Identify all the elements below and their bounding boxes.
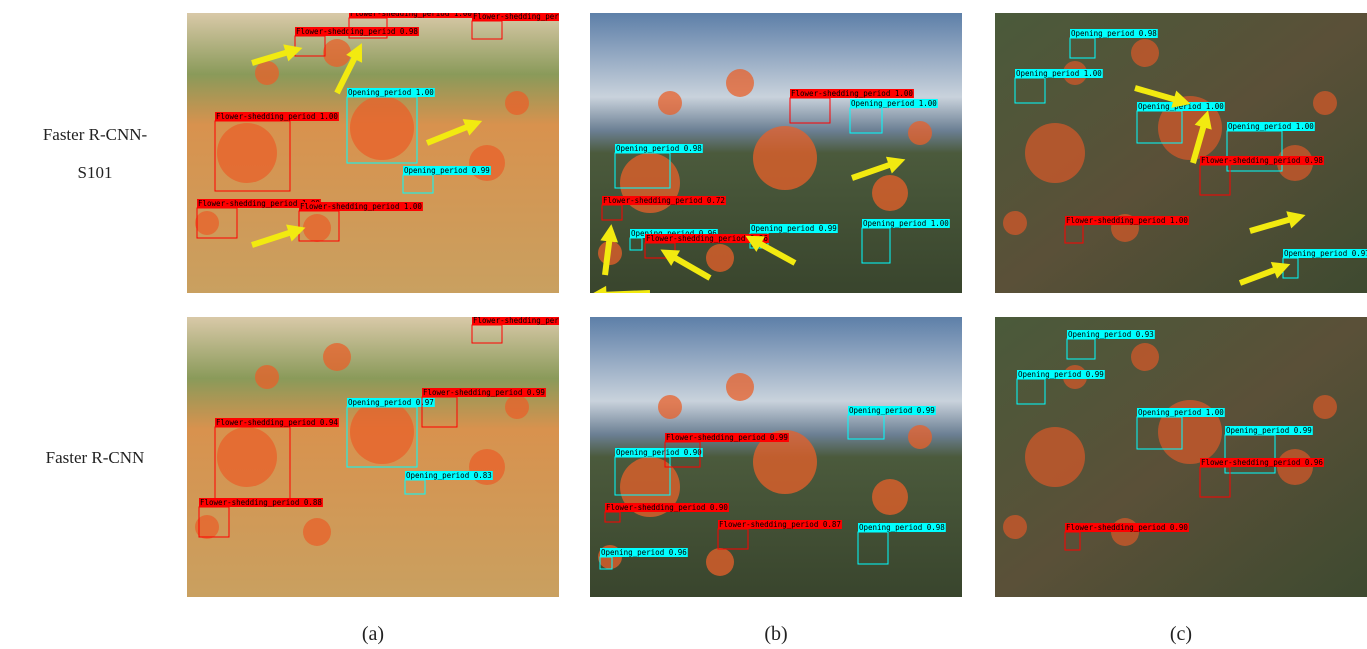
flower <box>706 548 734 576</box>
flower <box>1003 211 1027 235</box>
detection-label: Opening_period 1.00 <box>1228 122 1314 131</box>
flower <box>726 69 754 97</box>
flower <box>350 400 414 464</box>
flower <box>908 425 932 449</box>
flower <box>908 121 932 145</box>
photo-panel: Opening_period 0.98 Flower-shedding_perio… <box>589 13 962 304</box>
detection-label: Flower-shedding_period 1.00 <box>216 112 338 121</box>
detection-label: Flower-shedding_period 1.00 <box>300 202 422 211</box>
detection-label: Opening_period 0.83 <box>406 471 492 480</box>
flower <box>726 373 754 401</box>
flower <box>1131 39 1159 67</box>
detection-label: Opening_period 0.90 <box>616 448 702 457</box>
detection-label: Opening_period 0.96 <box>601 548 687 557</box>
detection-label: Flower-shedding_period 0.98 <box>296 27 418 36</box>
detection-label: Opening_period 0.99 <box>1018 370 1104 379</box>
photo-panel: Flower-shedding_period 0.94 Opening_perio… <box>187 316 573 597</box>
photo-panel: Opening_period 0.90 Flower-shedding_perio… <box>590 317 962 597</box>
arrow <box>600 293 650 295</box>
detection-label: Opening_period 0.97 <box>348 398 434 407</box>
detection-label: Opening_period 0.99 <box>849 406 935 415</box>
flower <box>1313 91 1337 115</box>
row-label: S101 <box>78 163 113 182</box>
flower <box>195 211 219 235</box>
photo: Opening_period 0.98 Opening_period 1.00 Op… <box>995 13 1367 293</box>
detection-label: Flower-shedding_period 0.90 <box>606 503 728 512</box>
detection-label: Flower-shedding_period 0.72 <box>603 196 725 205</box>
detection-label: Opening_period 0.98 <box>1071 29 1157 38</box>
flower <box>872 175 908 211</box>
flower <box>505 91 529 115</box>
detection-label: Opening_period 0.93 <box>1068 330 1154 339</box>
flower <box>706 244 734 272</box>
detection-label: Flower-shedding_period 0.99 <box>423 388 545 397</box>
photo-panel: Opening_period 0.98 Opening_period 1.00 Op… <box>995 13 1367 293</box>
detection-label: Flower-shedding_period 0.87 <box>719 520 841 529</box>
flower <box>303 214 331 242</box>
flower <box>1025 427 1085 487</box>
flower <box>505 395 529 419</box>
detection-label: Flower-shedding_period 0.90 <box>1066 523 1188 532</box>
detection-label: Opening_period 1.00 <box>851 99 937 108</box>
detection-label: Opening_period 0.99 <box>751 224 837 233</box>
flower <box>217 427 277 487</box>
caption: (b) <box>764 623 787 645</box>
flower <box>753 126 817 190</box>
flower <box>323 39 351 67</box>
flower <box>1025 123 1085 183</box>
flower <box>469 145 505 181</box>
detection-label: Flower-shedding_period 0.99 <box>666 433 788 442</box>
flower <box>1313 395 1337 419</box>
flower <box>658 91 682 115</box>
flower <box>872 479 908 515</box>
detection-label: Opening_period 0.98 <box>859 523 945 532</box>
flower <box>350 96 414 160</box>
photo: Flower-shedding_period 0.98 Flower-sheddi… <box>187 9 573 293</box>
flower <box>255 365 279 389</box>
caption: (a) <box>362 623 384 645</box>
flower <box>1131 343 1159 371</box>
flower <box>217 123 277 183</box>
photo-panel: Flower-shedding_period 0.98 Flower-sheddi… <box>187 9 573 293</box>
detection-label: Flower-shedding_period <box>473 12 572 21</box>
detection-label: Flower-shedding_period 1.00 <box>791 89 913 98</box>
photo: Opening_period 0.90 Flower-shedding_perio… <box>590 317 962 597</box>
flower <box>255 61 279 85</box>
detection-label: Opening_period 0.98 <box>616 144 702 153</box>
flower <box>323 343 351 371</box>
caption: (c) <box>1170 623 1192 645</box>
photo: Flower-shedding_period 0.94 Opening_perio… <box>187 316 573 597</box>
figure: Faster R-CNN- S101 Flower-shedding_period … <box>0 0 1367 649</box>
detection-label: Flower-shedding_period 0.94 <box>216 418 338 427</box>
row-label: Faster R-CNN- <box>43 125 148 144</box>
detection-label: Opening_period 0.99 <box>1226 426 1312 435</box>
detection-label: Opening_period 1.00 <box>1138 408 1224 417</box>
photo: Opening_period 0.98 Flower-shedding_perio… <box>589 13 962 304</box>
detection-label: Flower-shedding_period 0.88 <box>200 498 322 507</box>
flower <box>658 395 682 419</box>
detection-label: Opening_period 1.00 <box>348 88 434 97</box>
detection-label: Flower-shedding_period <box>473 316 572 325</box>
detection-label: Opening_period 1.00 <box>1016 69 1102 78</box>
detection-label: Opening_period 0.97 <box>1284 249 1367 258</box>
flower <box>1003 515 1027 539</box>
detection-label: Flower-shedding_period 0.98 <box>1201 156 1323 165</box>
detection-label: Flower-shedding_period 1.00 <box>350 9 472 18</box>
detection-label: Flower-shedding_period 1.00 <box>1066 216 1188 225</box>
detection-label: Flower-shedding_period 0.96 <box>1201 458 1323 467</box>
detection-label: Opening_period 1.00 <box>863 219 949 228</box>
flower <box>303 518 331 546</box>
row-label: Faster R-CNN <box>46 448 145 467</box>
detection-label: Opening_period 0.99 <box>404 166 490 175</box>
